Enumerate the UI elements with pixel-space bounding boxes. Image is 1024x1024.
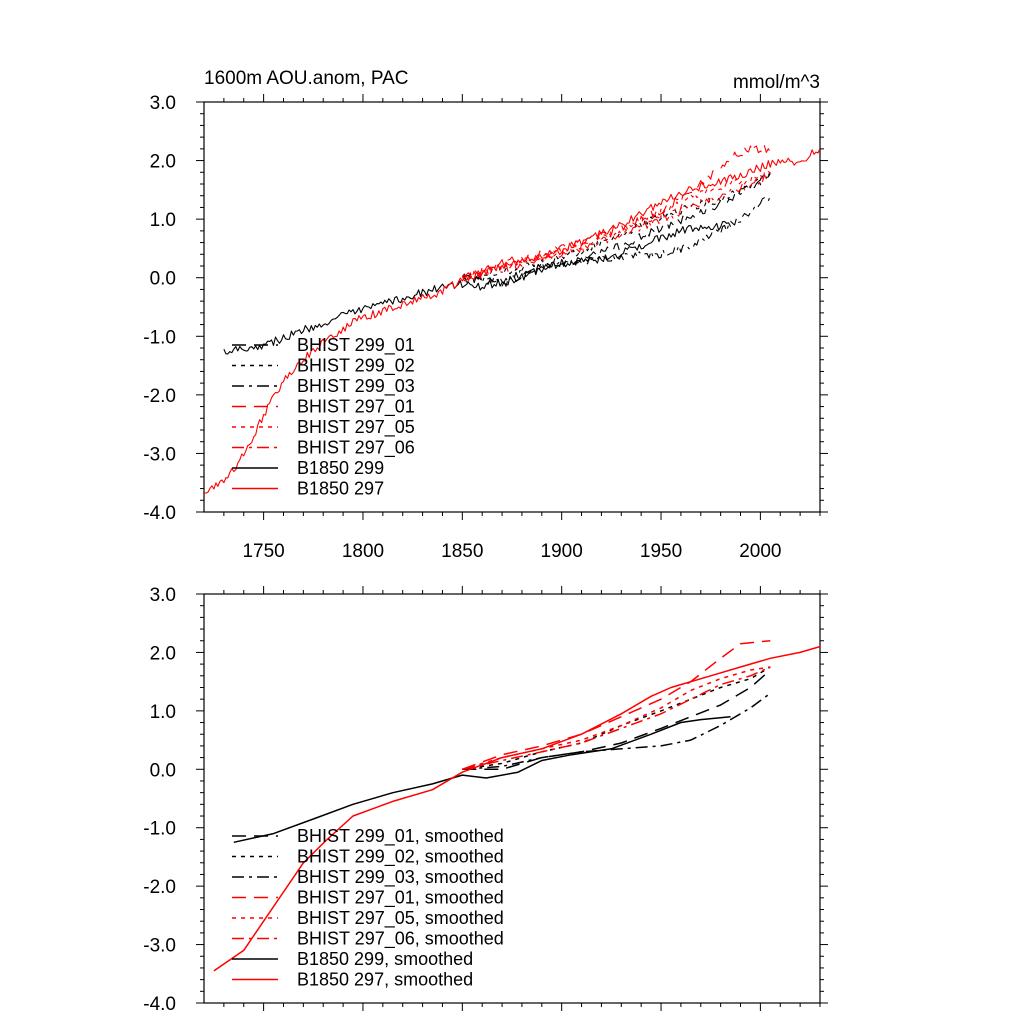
bottom-panel: 3.0 2.0 1.0 0.0 -1.0 -2.0 -3.0 -4.0 BHIST 299_01… bbox=[143, 585, 828, 1015]
top-legend-label: BHIST 297_05 bbox=[297, 417, 415, 438]
bottom-legend-label: BHIST 297_05, smoothed bbox=[297, 908, 504, 929]
bottom-series-line bbox=[233, 715, 731, 844]
bottom-legend-label: BHIST 297_01, smoothed bbox=[297, 888, 504, 909]
bottom-series-line bbox=[462, 666, 771, 771]
bottom-y-tick-label: 1.0 bbox=[150, 702, 176, 723]
bottom-legend-label: B1850 299, smoothed bbox=[297, 949, 473, 969]
top-x-tick-label: 2000 bbox=[739, 541, 781, 562]
top-legend-label: BHIST 299_02 bbox=[297, 356, 415, 377]
bottom-plot-frame bbox=[203, 593, 821, 1004]
top-panel-title: 1600m AOU.anom, PAC bbox=[204, 68, 409, 89]
top-legend-label: B1850 297 bbox=[297, 479, 384, 499]
top-x-tick-label: 1950 bbox=[640, 541, 682, 562]
top-panel: 1600m AOU.anom, PAC mmol/m^3 3.0 2.0 1.0 0.… bbox=[143, 68, 828, 562]
bottom-legend-label: B1850 297, smoothed bbox=[297, 970, 473, 990]
top-y-tick-label: -3.0 bbox=[143, 444, 176, 465]
top-series-line bbox=[461, 172, 771, 287]
top-y-tick-label: 3.0 bbox=[150, 93, 176, 114]
bottom-series-line bbox=[462, 639, 771, 771]
bottom-y-tick-label: 2.0 bbox=[150, 643, 176, 664]
top-series-line bbox=[462, 195, 771, 284]
top-legend-label: BHIST 299_03 bbox=[297, 376, 415, 397]
top-x-tick-label: 1900 bbox=[541, 541, 583, 562]
bottom-y-tick-label: -2.0 bbox=[143, 877, 176, 898]
top-x-tick-label: 1800 bbox=[342, 541, 384, 562]
top-legend-label: BHIST 297_01 bbox=[297, 397, 415, 418]
bottom-y-tick-label: 3.0 bbox=[150, 585, 176, 606]
bottom-legend-label: BHIST 299_03, smoothed bbox=[297, 867, 504, 888]
top-x-tick-label: 1850 bbox=[441, 541, 483, 562]
top-series-line bbox=[461, 170, 771, 279]
bottom-series-line bbox=[462, 669, 771, 771]
bottom-series-line bbox=[213, 645, 820, 972]
top-x-tick-label: 1750 bbox=[242, 541, 284, 562]
top-y-tick-label: 2.0 bbox=[150, 152, 176, 173]
top-panel-units: mmol/m^3 bbox=[733, 72, 820, 93]
top-y-tick-label: -1.0 bbox=[143, 327, 176, 348]
bottom-legend-label: BHIST 297_06, smoothed bbox=[297, 929, 504, 950]
top-y-tick-label: -4.0 bbox=[143, 503, 176, 524]
top-series-line bbox=[462, 174, 771, 277]
bottom-series-line bbox=[462, 692, 771, 771]
top-plot-frame bbox=[203, 101, 821, 513]
top-y-tick-label: 0.0 bbox=[150, 269, 176, 290]
top-series-line bbox=[223, 220, 732, 355]
top-y-tick-label: 1.0 bbox=[150, 210, 176, 231]
bottom-y-tick-label: 0.0 bbox=[150, 760, 176, 781]
top-legend-label: B1850 299 bbox=[297, 458, 384, 478]
bottom-legend-label: BHIST 299_01, smoothed bbox=[297, 826, 504, 847]
bottom-y-tick-label: -1.0 bbox=[143, 819, 176, 840]
top-series-line bbox=[461, 145, 771, 282]
bottom-y-tick-label: -4.0 bbox=[143, 994, 176, 1015]
top-series-line bbox=[204, 148, 820, 494]
top-legend-label: BHIST 299_01 bbox=[297, 335, 415, 356]
top-y-tick-label: -2.0 bbox=[143, 386, 176, 407]
top-legend-label: BHIST 297_06 bbox=[297, 438, 415, 459]
bottom-y-tick-label: -3.0 bbox=[143, 936, 176, 957]
bottom-series-line bbox=[462, 666, 771, 771]
bottom-legend-label: BHIST 299_02, smoothed bbox=[297, 847, 504, 868]
